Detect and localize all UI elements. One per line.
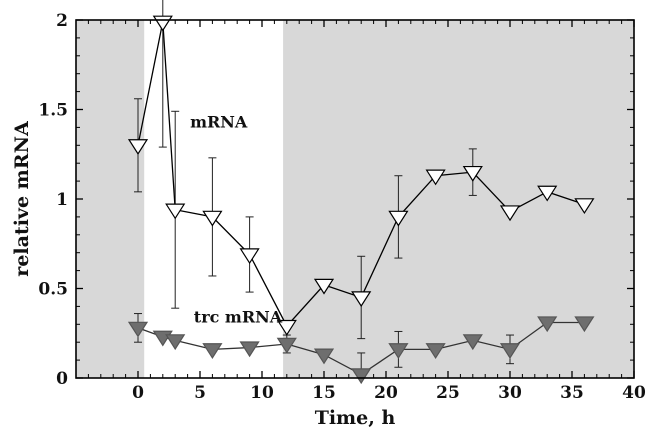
point-s1-4 bbox=[239, 341, 260, 358]
point-s1-2 bbox=[165, 334, 186, 351]
series-line-0 bbox=[137, 21, 585, 328]
point-s1-3 bbox=[202, 343, 223, 360]
point-s0-9 bbox=[425, 169, 446, 186]
x-axis-label: Time, h bbox=[315, 407, 396, 429]
y-tick-label-0: 0 bbox=[56, 369, 68, 389]
shaded-region-0 bbox=[76, 20, 145, 378]
x-tick-label-40: 40 bbox=[622, 383, 646, 403]
point-s0-5 bbox=[276, 319, 297, 336]
y-tick-label-3: 1.5 bbox=[38, 101, 68, 121]
point-s0-8 bbox=[388, 210, 409, 227]
point-s1-9 bbox=[425, 343, 446, 360]
point-s0-6 bbox=[313, 278, 335, 295]
point-s0-3 bbox=[202, 210, 223, 227]
point-s1-0 bbox=[127, 321, 149, 338]
y-tick-label-2: 1 bbox=[56, 190, 68, 210]
point-s0-7 bbox=[351, 291, 372, 308]
plot-frame bbox=[75, 19, 635, 379]
x-tick-label-0: 0 bbox=[132, 383, 144, 403]
x-tick-label-15: 15 bbox=[312, 383, 336, 403]
point-s0-0 bbox=[127, 139, 149, 155]
point-s0-2 bbox=[165, 203, 186, 220]
point-s1-7 bbox=[351, 368, 372, 385]
x-tick-label-10: 10 bbox=[250, 383, 274, 403]
point-s0-4 bbox=[239, 248, 260, 265]
point-s1-6 bbox=[313, 348, 335, 365]
x-tick-label-25: 25 bbox=[436, 383, 460, 403]
y-axis-label: relative mRNA bbox=[11, 121, 33, 277]
x-tick-label-5: 5 bbox=[194, 383, 206, 403]
point-s1-11 bbox=[499, 343, 521, 360]
tick-labels: 0 5 10 15 20 25 30 35 40 0 0.5 1 1.5 2 bbox=[38, 11, 646, 403]
x-tick-label-20: 20 bbox=[374, 383, 398, 403]
x-tick-label-35: 35 bbox=[560, 383, 584, 403]
point-s0-12 bbox=[537, 185, 558, 202]
point-s0-13 bbox=[574, 198, 595, 215]
point-s1-13 bbox=[574, 316, 595, 333]
point-s1-10 bbox=[462, 334, 483, 351]
point-s1-12 bbox=[537, 316, 558, 333]
annotation-1: trc mRNA bbox=[194, 308, 283, 327]
series-markers bbox=[127, 15, 595, 385]
point-s1-8 bbox=[388, 343, 409, 360]
point-s1-5 bbox=[276, 337, 297, 354]
annotation-0: mRNA bbox=[190, 112, 248, 131]
x-tick-label-30: 30 bbox=[498, 383, 522, 403]
point-s0-11 bbox=[499, 205, 521, 222]
y-tick-label-4: 2 bbox=[56, 11, 68, 31]
point-s0-10 bbox=[462, 165, 483, 182]
point-s0-1 bbox=[152, 15, 173, 32]
y-tick-label-1: 0.5 bbox=[38, 280, 68, 300]
annotations: mRNA trc mRNA bbox=[190, 112, 283, 326]
